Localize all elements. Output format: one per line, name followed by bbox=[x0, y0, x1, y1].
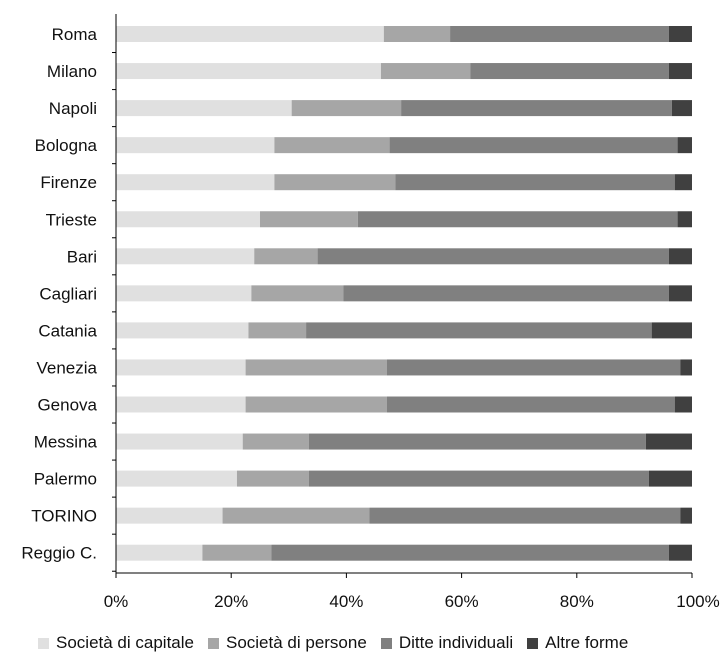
bar-segment-napoli-s3 bbox=[671, 100, 692, 117]
bar-segment-palermo-s2 bbox=[308, 470, 649, 487]
category-label: Venezia bbox=[37, 358, 98, 377]
x-tick-label: 100% bbox=[676, 592, 719, 611]
category-label: Cagliari bbox=[39, 284, 97, 303]
bar-segment-messina-s0 bbox=[116, 433, 243, 450]
bar-segment-reggio-c-s3 bbox=[668, 544, 692, 561]
bar-segment-cagliari-s3 bbox=[668, 285, 692, 302]
bar-segment-roma-s2 bbox=[450, 26, 669, 42]
legend-swatch bbox=[527, 637, 539, 649]
x-tick-label: 20% bbox=[214, 592, 248, 611]
bar-segment-roma-s1 bbox=[383, 26, 451, 42]
bar-segment-torino-s3 bbox=[680, 507, 692, 524]
bar-segment-firenze-s2 bbox=[395, 174, 675, 191]
bar-segment-firenze-s1 bbox=[274, 174, 396, 191]
bar-segment-bari-s2 bbox=[317, 248, 669, 265]
legend-swatch bbox=[207, 637, 219, 649]
bar-segment-genova-s1 bbox=[245, 396, 387, 413]
legend: Società di capitale Società di persone Dit… bbox=[38, 633, 642, 653]
bar-segment-catania-s0 bbox=[116, 322, 249, 339]
bar-segment-torino-s1 bbox=[222, 507, 370, 524]
bars-group bbox=[116, 26, 692, 561]
bar-segment-roma-s0 bbox=[116, 26, 384, 42]
bar-segment-catania-s3 bbox=[651, 322, 692, 339]
bar-segment-napoli-s0 bbox=[116, 100, 292, 117]
category-label: Palermo bbox=[34, 470, 97, 489]
category-label: Roma bbox=[52, 25, 98, 44]
bar-segment-trieste-s3 bbox=[677, 211, 692, 228]
category-label: Milano bbox=[47, 62, 97, 81]
x-tick-label: 0% bbox=[104, 592, 129, 611]
category-label: Bari bbox=[67, 247, 97, 266]
category-labels: Roma Milano Napoli Bologna Firenze Trieste Bar… bbox=[21, 25, 97, 563]
legend-label: Società di persone bbox=[225, 633, 367, 652]
bar-segment-milano-s1 bbox=[380, 63, 471, 80]
x-tick-label: 80% bbox=[560, 592, 594, 611]
bar-segment-torino-s2 bbox=[369, 507, 681, 524]
bar-segment-reggio-c-s0 bbox=[116, 544, 203, 561]
bar-segment-firenze-s3 bbox=[674, 174, 692, 191]
bar-segment-catania-s2 bbox=[306, 322, 652, 339]
legend-swatch bbox=[38, 637, 49, 649]
bar-segment-genova-s0 bbox=[116, 396, 246, 413]
axes-group: 0% 20% 40% 60% 80% 100% bbox=[104, 14, 720, 611]
bar-segment-bari-s1 bbox=[254, 248, 318, 265]
bar-segment-reggio-c-s1 bbox=[202, 544, 272, 561]
bar-segment-torino-s0 bbox=[116, 507, 223, 524]
bar-segment-cagliari-s0 bbox=[116, 285, 252, 302]
bar-segment-cagliari-s2 bbox=[343, 285, 669, 302]
category-label: Catania bbox=[38, 321, 97, 340]
legend-item: Società di capitale bbox=[38, 633, 194, 653]
legend-item: Altre forme bbox=[527, 633, 628, 653]
category-label: Genova bbox=[37, 396, 97, 415]
category-label: Bologna bbox=[35, 136, 98, 155]
bar-segment-milano-s2 bbox=[470, 63, 669, 80]
bar-segment-venezia-s2 bbox=[386, 359, 681, 376]
bar-segment-bari-s3 bbox=[668, 248, 692, 265]
bar-segment-firenze-s0 bbox=[116, 174, 275, 191]
bar-segment-venezia-s3 bbox=[680, 359, 692, 376]
legend-item: Società di persone bbox=[207, 633, 367, 653]
bar-segment-napoli-s1 bbox=[291, 100, 402, 117]
bar-segment-milano-s3 bbox=[668, 63, 692, 80]
category-label: TORINO bbox=[31, 507, 97, 526]
bar-segment-venezia-s0 bbox=[116, 359, 246, 376]
bar-segment-catania-s1 bbox=[248, 322, 307, 339]
legend-item: Ditte individuali bbox=[380, 633, 514, 653]
stacked-bar-chart: Roma Milano Napoli Bologna Firenze Trieste Bar… bbox=[21, 14, 720, 611]
bar-segment-messina-s1 bbox=[242, 433, 309, 450]
category-label: Firenze bbox=[40, 173, 97, 192]
bar-segment-reggio-c-s2 bbox=[271, 544, 669, 561]
legend-label: Altre forme bbox=[545, 633, 629, 652]
bar-segment-palermo-s0 bbox=[116, 470, 237, 487]
bar-segment-roma-s3 bbox=[668, 26, 692, 42]
bar-segment-palermo-s3 bbox=[648, 470, 692, 487]
bar-segment-trieste-s2 bbox=[357, 211, 678, 228]
legend-label: Ditte individuali bbox=[398, 633, 514, 652]
bar-segment-messina-s3 bbox=[645, 433, 692, 450]
bar-segment-trieste-s0 bbox=[116, 211, 260, 228]
category-label: Messina bbox=[34, 433, 98, 452]
category-label: Napoli bbox=[49, 99, 97, 118]
bar-segment-bari-s0 bbox=[116, 248, 255, 265]
bar-segment-bologna-s0 bbox=[116, 137, 275, 154]
category-label: Trieste bbox=[46, 210, 97, 229]
bar-segment-cagliari-s1 bbox=[251, 285, 344, 302]
bar-segment-bologna-s3 bbox=[677, 137, 692, 154]
legend-label: Società di capitale bbox=[56, 633, 194, 652]
bar-segment-palermo-s1 bbox=[236, 470, 309, 487]
legend-swatch bbox=[380, 637, 392, 649]
bar-segment-genova-s3 bbox=[674, 396, 692, 413]
x-tick-label: 40% bbox=[329, 592, 363, 611]
bar-segment-bologna-s1 bbox=[274, 137, 390, 154]
bar-segment-genova-s2 bbox=[386, 396, 675, 413]
x-tick-label: 60% bbox=[445, 592, 479, 611]
category-label: Reggio C. bbox=[21, 544, 97, 563]
bar-segment-milano-s0 bbox=[116, 63, 381, 80]
bar-segment-bologna-s2 bbox=[389, 137, 678, 154]
bar-segment-venezia-s1 bbox=[245, 359, 387, 376]
bar-segment-napoli-s2 bbox=[401, 100, 672, 117]
bar-segment-trieste-s1 bbox=[260, 211, 358, 228]
bar-segment-messina-s2 bbox=[308, 433, 646, 450]
